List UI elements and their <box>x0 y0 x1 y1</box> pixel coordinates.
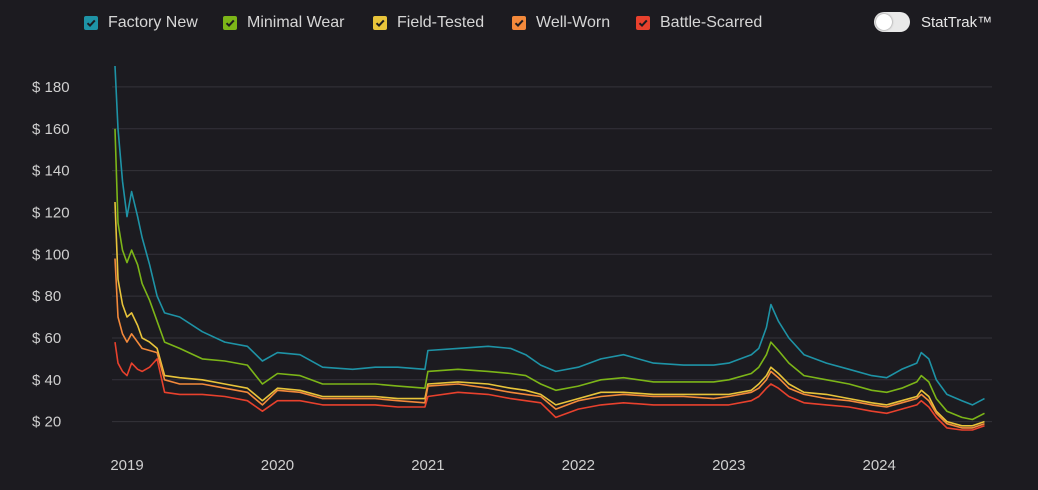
legend-item-well-worn[interactable]: Well-Worn <box>512 14 610 32</box>
legend-label: Field-Tested <box>397 14 485 31</box>
y-tick-label: $ 100 <box>32 246 70 263</box>
y-tick-label: $ 140 <box>32 163 70 180</box>
y-tick-label: $ 160 <box>32 121 70 138</box>
legend-label: Well-Worn <box>536 14 611 31</box>
checkbox-checked-icon[interactable] <box>373 16 387 30</box>
toggle-switch[interactable] <box>874 12 910 32</box>
x-tick-label: 2020 <box>261 457 294 474</box>
legend-item-minimal-wear[interactable]: Minimal Wear <box>223 14 345 32</box>
stattrak-toggle[interactable]: StatTrak™ <box>874 12 992 32</box>
x-tick-label: 2019 <box>110 457 143 474</box>
y-tick-label: $ 180 <box>32 79 70 96</box>
x-tick-label: 2023 <box>712 457 745 474</box>
legend-item-factory-new[interactable]: Factory New <box>84 14 198 32</box>
x-tick-label: 2024 <box>862 457 895 474</box>
y-tick-label: $ 40 <box>32 372 61 389</box>
stattrak-label: StatTrak™ <box>921 13 993 31</box>
y-tick-label: $ 60 <box>32 330 61 347</box>
legend-item-battle-scarred[interactable]: Battle-Scarred <box>636 14 762 32</box>
legend-item-field-tested[interactable]: Field-Tested <box>373 14 484 32</box>
y-axis-ticks: $ 20 $ 40 $ 60 $ 80 $ 100 $ 120 $ 140 $ 160 $ 18… <box>32 79 70 431</box>
x-tick-label: 2022 <box>562 457 595 474</box>
toggle-knob <box>876 14 892 30</box>
legend-label: Battle-Scarred <box>660 14 763 31</box>
checkbox-checked-icon[interactable] <box>636 16 650 30</box>
series-line-factory-new <box>114 65 985 406</box>
y-tick-label: $ 20 <box>32 414 61 431</box>
legend-label: Factory New <box>108 14 198 31</box>
chart-legend: Factory New Minimal Wear Field-Tested We… <box>0 0 1038 48</box>
checkbox-checked-icon[interactable] <box>223 16 237 30</box>
checkbox-checked-icon[interactable] <box>512 16 526 30</box>
legend-label: Minimal Wear <box>247 14 345 31</box>
x-tick-label: 2021 <box>411 457 444 474</box>
checkbox-checked-icon[interactable] <box>84 16 98 30</box>
y-tick-label: $ 80 <box>32 288 61 305</box>
series-line-minimal-wear <box>114 128 985 421</box>
x-axis-ticks: 2019 2020 2021 2022 2023 2024 <box>110 457 896 474</box>
y-tick-label: $ 120 <box>32 204 70 221</box>
series-line-well-worn <box>114 258 985 429</box>
series-line-battle-scarred <box>114 341 985 431</box>
series-lines <box>114 65 985 431</box>
series-line-field-tested <box>114 201 985 427</box>
grid-lines <box>112 86 992 423</box>
